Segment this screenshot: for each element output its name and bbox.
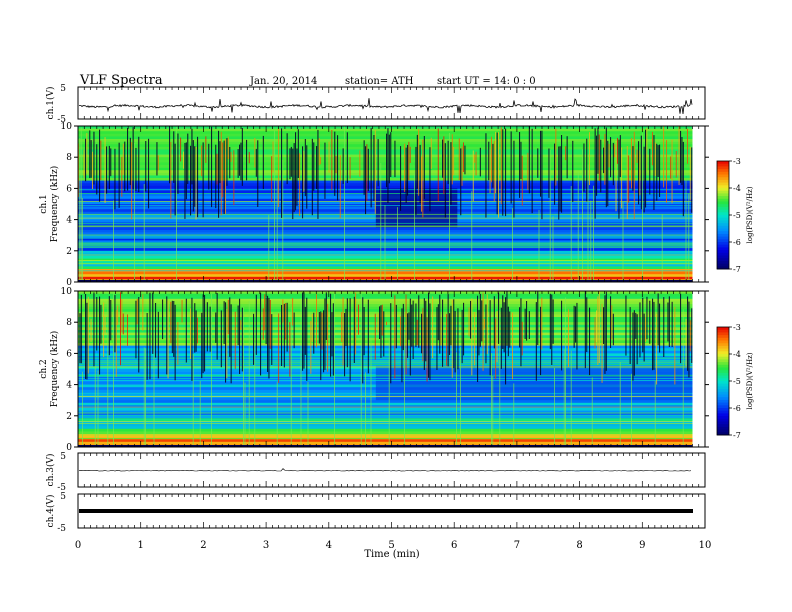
yt2-label-3: 6 (66, 349, 72, 359)
time-tick-3: 3 (263, 540, 269, 551)
yt1-label-0: 0 (66, 278, 72, 288)
yt2-label-5: 10 (61, 287, 73, 297)
yt2-label-4: 8 (66, 318, 72, 328)
cb2-tick-2: -5 (733, 377, 741, 386)
time-tick-1: 1 (138, 540, 144, 551)
cb1-tick-3: -6 (733, 238, 741, 247)
ch1-waveform-line (78, 98, 693, 114)
ch1-ytick-bottom: -5 (57, 115, 66, 125)
time-tick-0: 0 (75, 540, 81, 551)
ch4-waveform-panel: 5 -5 ch.4(V) (45, 492, 706, 534)
ch3-waveform-panel: 5 -5 ch.3(V) (45, 452, 706, 493)
date-label: Jan. 20, 2014 (249, 76, 317, 87)
ch3-ytick-bottom: -5 (57, 483, 66, 493)
yt2-label-0: 0 (66, 443, 72, 453)
ch1-waveform-ylabel: ch.1(V) (45, 87, 56, 120)
cb2-label: log(PSD)(V²/Hz) (746, 352, 754, 409)
ch1-frequency-ylabel: Frequency (kHz) (49, 166, 60, 243)
ch4-waveform-line (79, 509, 693, 513)
time-axis-label: Time (min) (364, 549, 419, 560)
cb2-tick-3: -6 (733, 404, 741, 413)
cb1-tick-1: -4 (733, 184, 741, 193)
ch2-frequency-ylabel: Frequency (kHz) (49, 331, 60, 408)
ch1-channel-label: ch.1 (39, 194, 49, 213)
time-tick-2: 2 (200, 540, 206, 551)
time-axis-ticks (77, 87, 706, 528)
yt2-label-2: 4 (66, 381, 72, 391)
cb2-tick-0: -3 (733, 323, 741, 332)
ch3-waveform-line (78, 468, 692, 472)
ch1-ytick-top: 5 (60, 84, 66, 94)
time-tick-8: 8 (576, 540, 582, 551)
yt1-label-4: 8 (66, 153, 72, 163)
yt2-label-1: 2 (66, 412, 72, 422)
ch4-ytick-top: 5 (60, 492, 66, 502)
ch2-spectrogram-image (78, 291, 693, 448)
time-axis-tick-labels: 0 1 2 3 4 5 6 7 8 9 10 (75, 540, 712, 551)
start-time-label: start UT = 14: 0 : 0 (437, 76, 536, 87)
ch2-spectrogram-panel: 0 2 4 6 8 10 ch.2 Frequency (kHz) -3 -4 -5 -6 -7 l… (39, 287, 754, 453)
time-tick-4: 4 (326, 540, 332, 551)
yt1-label-1: 2 (66, 247, 72, 257)
ch3-waveform-ylabel: ch.3(V) (45, 454, 56, 487)
cb1-label: log(PSD)(V²/Hz) (746, 186, 754, 243)
cb2-tick-1: -4 (733, 350, 741, 359)
yt1-label-3: 6 (66, 184, 72, 194)
time-tick-7: 7 (514, 540, 520, 551)
cb1-tick-2: -5 (733, 211, 741, 220)
cb1-tick-0: -3 (733, 157, 741, 166)
ch3-ytick-top: 5 (60, 452, 66, 462)
station-label: station= ATH (345, 76, 414, 87)
figure-title: VLF Spectra (79, 73, 163, 88)
time-tick-9: 9 (639, 540, 645, 551)
ch2-channel-label: ch.2 (39, 359, 49, 378)
ch1-spectrogram-panel: 0 2 4 6 8 10 ch.1 Frequency (kHz) -3 -4 -5 -6 -7 l… (39, 122, 754, 288)
ch4-waveform-ylabel: ch.4(V) (45, 495, 56, 528)
time-tick-6: 6 (451, 540, 457, 551)
yt1-label-2: 4 (66, 216, 72, 226)
ch2-colorbar: -3 -4 -5 -6 -7 log(PSD)(V²/Hz) (716, 323, 754, 440)
time-tick-10: 10 (699, 540, 712, 551)
yt1-label-5: 10 (61, 122, 73, 132)
ch1-spectrogram-image (78, 126, 693, 283)
ch1-colorbar: -3 -4 -5 -6 -7 log(PSD)(V²/Hz) (716, 157, 754, 274)
ch4-ytick-bottom: -5 (57, 524, 66, 534)
time-tick-5: 5 (388, 540, 394, 551)
cb2-tick-4: -7 (733, 431, 741, 440)
ch1-waveform-panel: 5 -5 ch.1(V) (45, 84, 706, 125)
cb1-tick-4: -7 (733, 265, 741, 274)
